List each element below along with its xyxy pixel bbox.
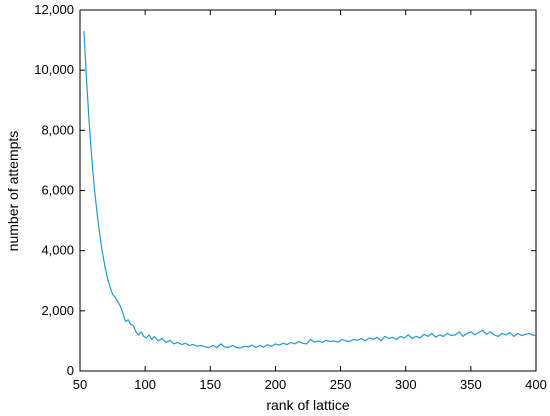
x-tick-label: 50	[73, 377, 87, 392]
x-tick-label: 300	[395, 377, 417, 392]
y-axis-label: number of attempts	[5, 131, 21, 252]
y-tick-label: 0	[67, 363, 74, 378]
x-tick-label: 400	[525, 377, 547, 392]
y-tick-label: 6,000	[41, 183, 74, 198]
x-tick-label: 150	[199, 377, 221, 392]
x-tick-label: 100	[134, 377, 156, 392]
x-tick-label: 350	[460, 377, 482, 392]
y-tick-label: 2,000	[41, 303, 74, 318]
x-axis-tick-labels: 50 100 150 200 250 300 350 400	[73, 377, 547, 392]
plot-frame	[79, 9, 537, 372]
x-tick-label: 250	[330, 377, 352, 392]
x-axis-label: rank of lattice	[266, 397, 349, 413]
y-tick-label: 8,000	[41, 122, 74, 137]
series-line	[83, 31, 537, 349]
y-tick-label: 4,000	[41, 243, 74, 258]
x-tick-label: 200	[265, 377, 287, 392]
y-tick-label: 10,000	[34, 62, 74, 77]
axis-ticks	[79, 9, 537, 372]
y-tick-label: 12,000	[34, 2, 74, 17]
y-axis-tick-labels: 0 2,000 4,000 6,000 8,000 10,000 12,000	[34, 2, 74, 378]
